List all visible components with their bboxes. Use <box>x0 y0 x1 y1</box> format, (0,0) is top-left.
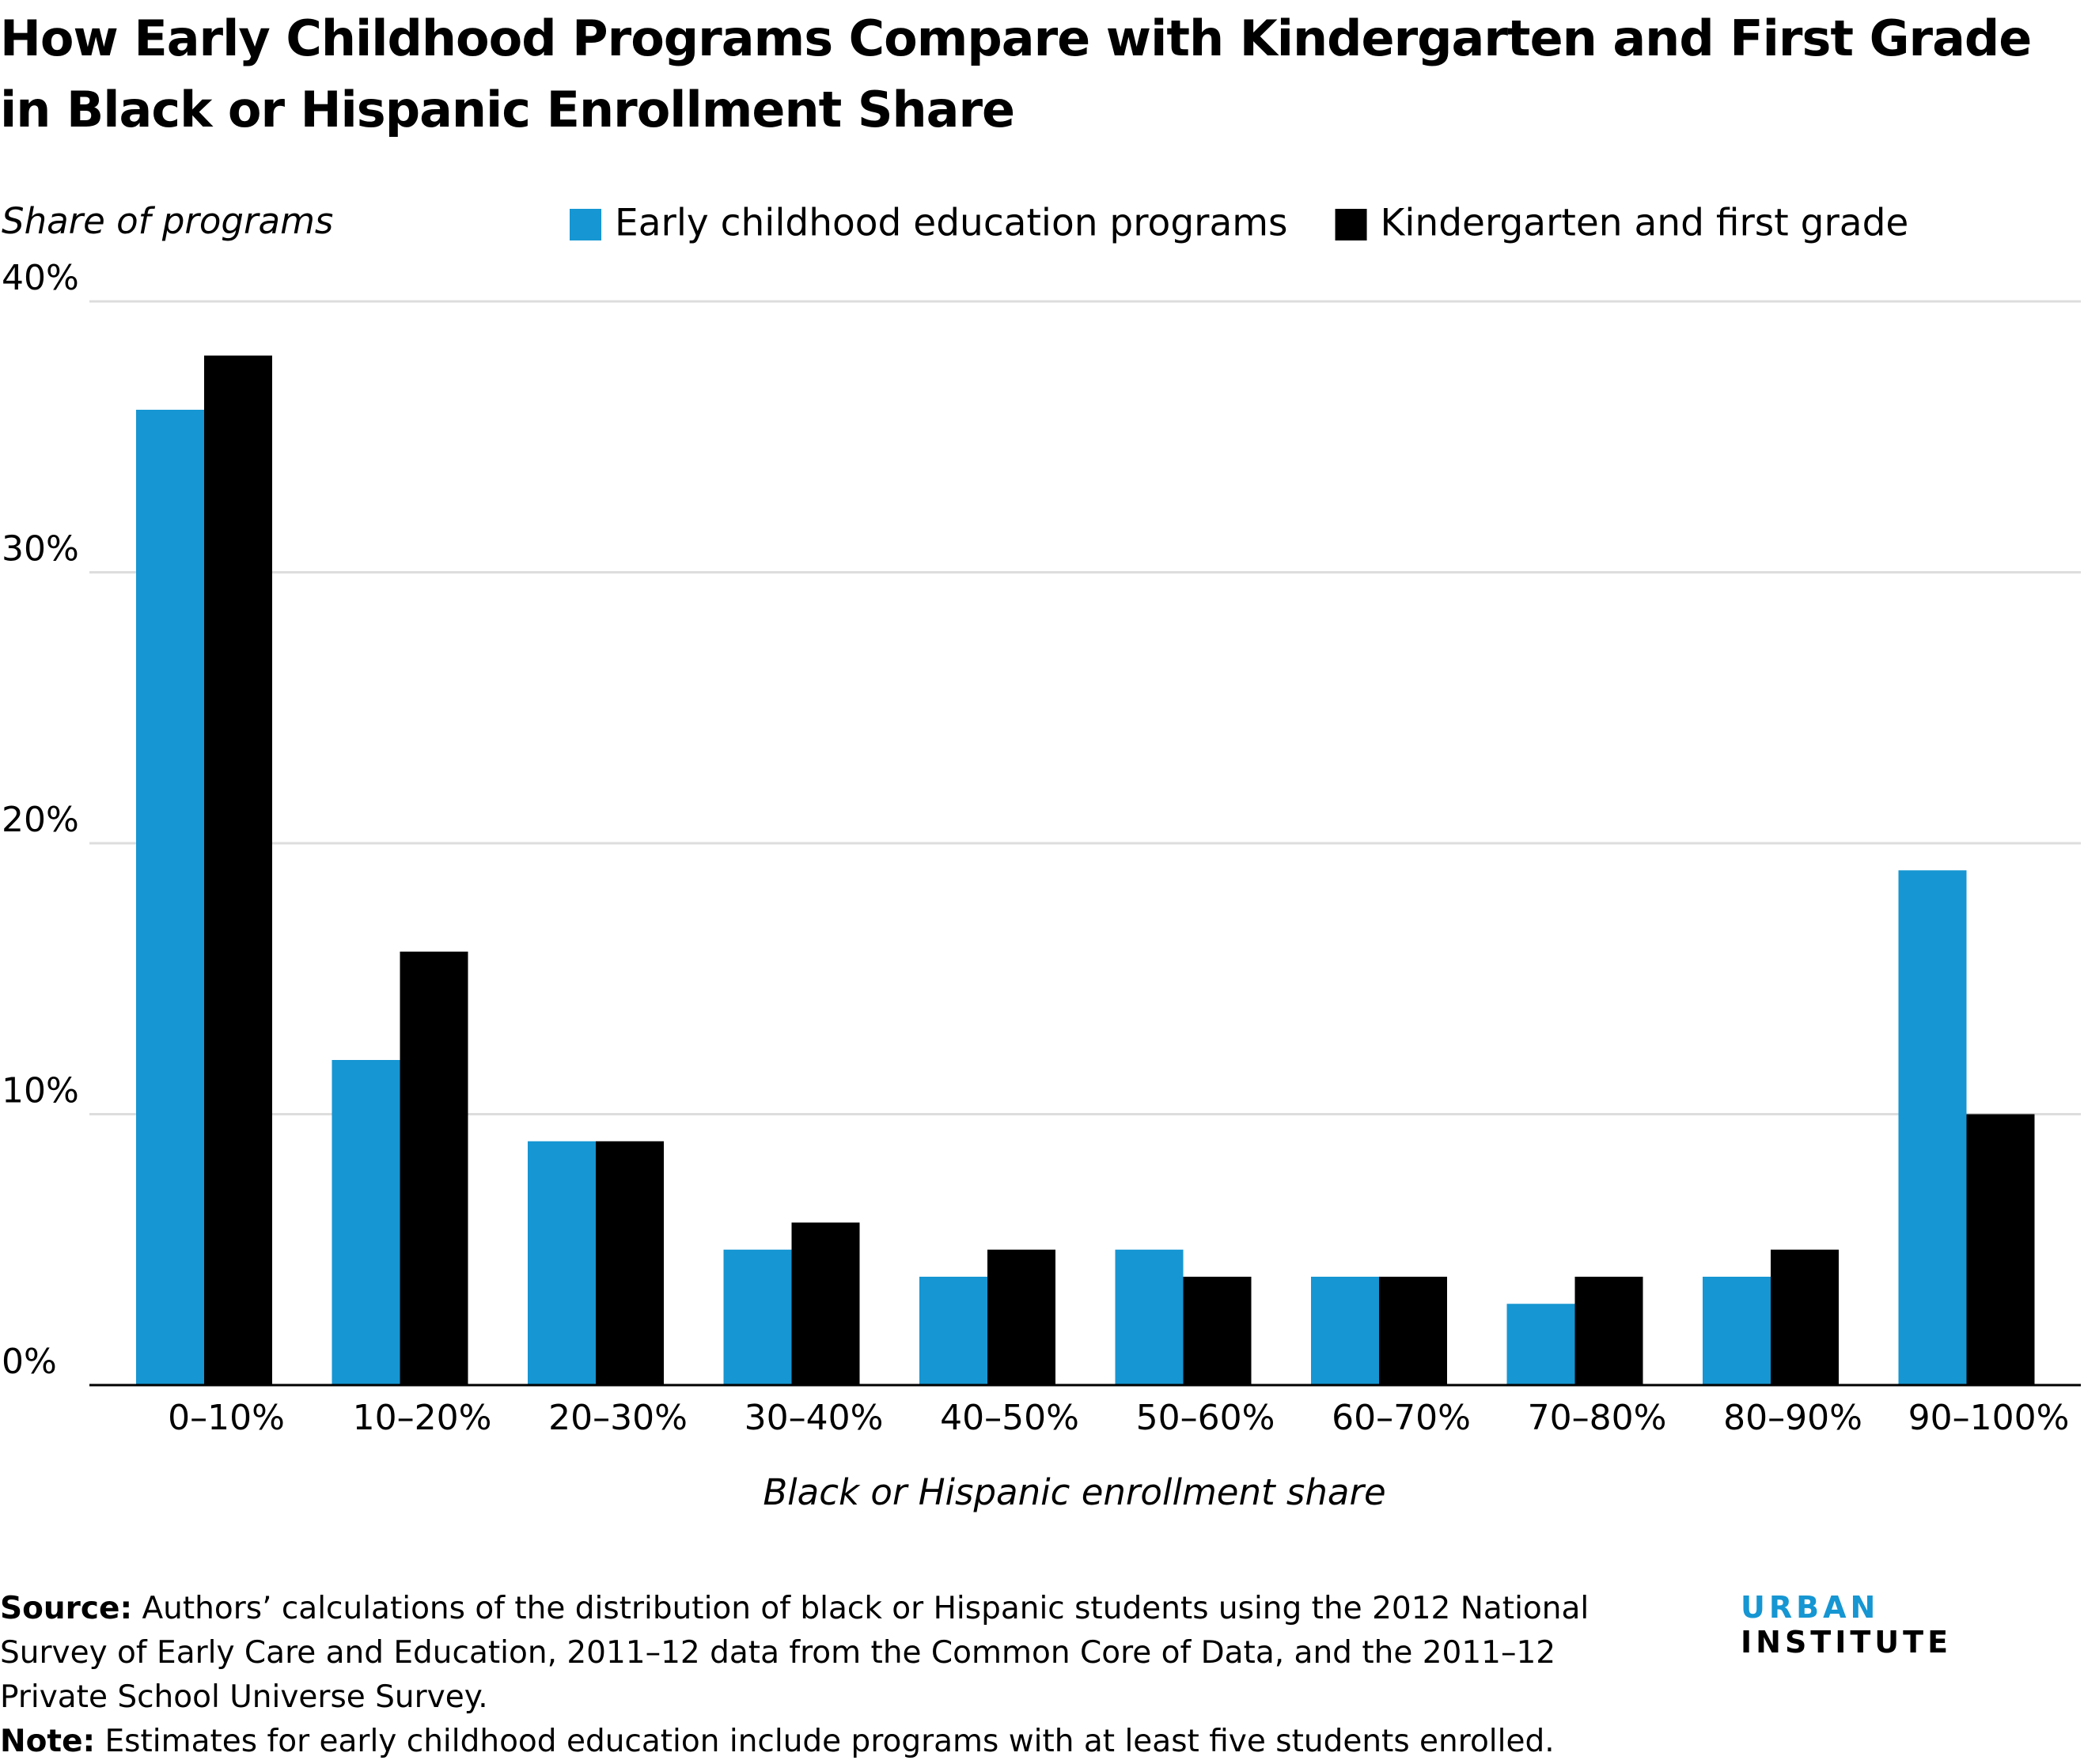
bar <box>400 952 468 1385</box>
bar <box>723 1249 792 1385</box>
legend-label: Kindergarten and first grade <box>1381 202 1909 245</box>
bar <box>1574 1277 1643 1385</box>
y-tick-label: 30% <box>2 529 79 570</box>
x-tick-label: 90–100% <box>1908 1398 2070 1438</box>
x-tick-label: 0–10% <box>168 1398 285 1438</box>
y-tick-label: 40% <box>2 258 79 298</box>
bar <box>1379 1277 1447 1385</box>
x-axis-label: Black or Hispanic enrollment share <box>763 1471 1385 1513</box>
source: Source: Authors’ calculations of the dis… <box>0 1587 1614 1720</box>
y-tick-label: 20% <box>2 800 79 840</box>
bar <box>919 1277 987 1385</box>
chart-title: How Early Childhood Programs Compare wit… <box>0 9 2032 138</box>
bar <box>596 1141 664 1385</box>
note-label: Note: <box>0 1724 96 1759</box>
logo: URBAN INSTITUTE <box>1741 1590 2084 1660</box>
x-tick-label: 20–30% <box>548 1398 688 1438</box>
bar <box>791 1222 860 1385</box>
bar <box>1115 1249 1184 1385</box>
bar <box>987 1249 1055 1385</box>
legend-label: Early childhood education programs <box>615 202 1288 245</box>
bar <box>136 410 204 1385</box>
note-text: Estimates for early childhood education … <box>104 1724 1555 1759</box>
y-tick-label: 0% <box>2 1342 57 1382</box>
legend-swatch <box>1335 209 1367 240</box>
x-tick-label: 30–40% <box>745 1398 884 1438</box>
source-text: Authors’ calculations of the distributio… <box>0 1591 1590 1715</box>
bar <box>1183 1277 1252 1385</box>
note: Note: Estimates for early childhood educ… <box>0 1720 2057 1764</box>
x-tick-label: 80–90% <box>1723 1398 1862 1438</box>
x-tick-label: 40–50% <box>940 1398 1079 1438</box>
x-tick-label: 70–80% <box>1528 1398 1667 1438</box>
legend-swatch <box>570 209 601 240</box>
x-tick-label: 60–70% <box>1332 1398 1471 1438</box>
bar <box>1703 1277 1771 1385</box>
bar <box>204 355 272 1385</box>
bar <box>1506 1304 1575 1385</box>
x-tick-label: 50–60% <box>1136 1398 1275 1438</box>
y-axis-label: Share of programs <box>2 200 333 242</box>
bar <box>1898 870 1967 1385</box>
bar <box>1311 1277 1379 1385</box>
bar <box>1966 1114 2035 1385</box>
y-tick-label: 10% <box>2 1071 79 1111</box>
bar <box>332 1060 400 1385</box>
bar <box>1771 1249 1839 1385</box>
bar <box>528 1141 596 1385</box>
x-tick-label: 10–20% <box>353 1398 492 1438</box>
logo-second: INSTITUTE <box>1741 1625 1953 1660</box>
logo-first: URBAN <box>1741 1590 1880 1625</box>
source-label: Source: <box>0 1591 133 1626</box>
